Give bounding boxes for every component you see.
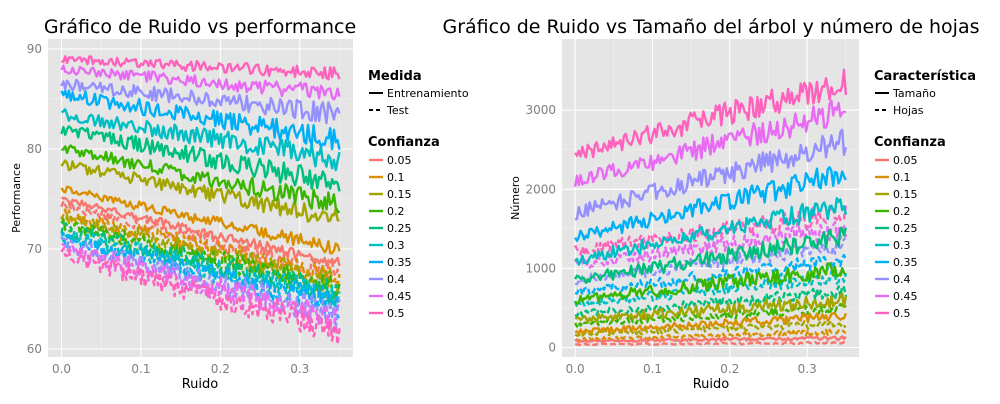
y-tick-label: 1000 bbox=[525, 261, 556, 275]
legend-label-0.4: 0.4 bbox=[387, 273, 405, 286]
legend-label: Tamaño bbox=[892, 87, 936, 100]
y-tick-label: 80 bbox=[27, 142, 42, 156]
series-lines bbox=[60, 55, 341, 346]
series-line-hojas-0.4 bbox=[574, 237, 847, 286]
y-tick-label: 60 bbox=[27, 342, 42, 356]
x-axis-label: Ruido bbox=[693, 377, 730, 392]
chart-title: Gráfico de Ruido vs Tamaño del árbol y n… bbox=[442, 16, 979, 38]
legend-label-0.4: 0.4 bbox=[893, 273, 911, 286]
legend-label: Hojas bbox=[893, 104, 924, 117]
legend-label-0.5: 0.5 bbox=[387, 307, 405, 320]
series-line-tamaño-0.05 bbox=[574, 335, 847, 344]
x-tick-label: 0.3 bbox=[798, 362, 817, 376]
legend-label-0.45: 0.45 bbox=[387, 290, 412, 303]
series-line-test-0.45 bbox=[61, 242, 340, 331]
y-tick-label: 90 bbox=[27, 42, 42, 56]
series-line-hojas-0.15 bbox=[574, 319, 847, 337]
y-tick-label: 0 bbox=[548, 341, 556, 355]
legend-label-0.25: 0.25 bbox=[893, 222, 918, 235]
legend-label-0.35: 0.35 bbox=[893, 256, 918, 269]
legend-color-items: 0.05 0.1 0.15 0.2 0.25 0.3 0.35 0.4 0.45 0.5 bbox=[369, 154, 412, 320]
chart-performance: Gráfico de Ruido vs performance 60 70 80… bbox=[10, 16, 469, 392]
series-line-hojas-0.25 bbox=[574, 284, 848, 318]
series-line-test-0.35 bbox=[60, 231, 340, 319]
y-axis-label: Número bbox=[509, 176, 522, 220]
legend-label-0.05: 0.05 bbox=[893, 154, 918, 167]
x-tick-label: 0.0 bbox=[52, 362, 71, 376]
legend-label-0.3: 0.3 bbox=[893, 239, 911, 252]
series-line-hojas-0.35 bbox=[574, 253, 848, 296]
series-line-entrenamiento-0.1 bbox=[60, 185, 341, 255]
legend-label: Test bbox=[386, 104, 409, 117]
series-line-entrenamiento-0.4 bbox=[60, 78, 341, 125]
legend-label-0.2: 0.2 bbox=[387, 205, 405, 218]
series-line-test-0.5 bbox=[60, 247, 341, 346]
y-tick-labels: 0 1000 2000 3000 bbox=[525, 103, 556, 354]
series-line-tamaño-0.4 bbox=[574, 128, 848, 221]
legend-label-0.45: 0.45 bbox=[893, 290, 918, 303]
legend-label-0.1: 0.1 bbox=[387, 171, 405, 184]
series-line-test-0.1 bbox=[60, 208, 341, 290]
legend: Característica Tamaño Hojas Confianza 0.… bbox=[874, 69, 976, 320]
legend-label-0.1: 0.1 bbox=[893, 171, 911, 184]
x-tick-labels: 0.0 0.1 0.2 0.3 bbox=[566, 362, 817, 376]
x-tick-label: 0.3 bbox=[290, 362, 309, 376]
series-line-tamaño-0.2 bbox=[574, 262, 847, 305]
series-line-tamaño-0.45 bbox=[573, 99, 847, 187]
series-line-tamaño-0.15 bbox=[574, 292, 848, 324]
legend-color-items: 0.05 0.1 0.15 0.2 0.25 0.3 0.35 0.4 0.45 0.5 bbox=[875, 154, 918, 320]
series-line-tamaño-0.5 bbox=[574, 68, 848, 159]
x-tick-label: 0.0 bbox=[566, 362, 585, 376]
legend-label-0.05: 0.05 bbox=[387, 154, 412, 167]
series-line-tamaño-0.3 bbox=[574, 197, 848, 266]
y-axis-label: Performance bbox=[10, 163, 23, 233]
y-tick-label: 3000 bbox=[525, 103, 556, 117]
legend-label-0.15: 0.15 bbox=[893, 188, 918, 201]
chart-tamano-hojas: Gráfico de Ruido vs Tamaño del árbol y n… bbox=[442, 16, 979, 392]
x-tick-label: 0.2 bbox=[720, 362, 739, 376]
y-tick-labels: 60 70 80 90 bbox=[27, 42, 42, 356]
series-line-hojas-0.05 bbox=[574, 340, 847, 347]
legend-label-0.5: 0.5 bbox=[893, 307, 911, 320]
series-line-entrenamiento-0.15 bbox=[60, 159, 340, 223]
legend-label-0.35: 0.35 bbox=[387, 256, 412, 269]
series-line-test-0.05 bbox=[60, 199, 341, 283]
series-line-entrenamiento-0.25 bbox=[60, 125, 341, 192]
x-tick-label: 0.1 bbox=[131, 362, 150, 376]
legend-label: Entrenamiento bbox=[387, 87, 469, 100]
series-line-entrenamiento-0.2 bbox=[60, 144, 341, 214]
series-line-entrenamiento-0.35 bbox=[60, 89, 341, 151]
legend-title-caracteristica: Característica bbox=[874, 69, 976, 84]
series-line-entrenamiento-0.5 bbox=[60, 55, 341, 81]
series-line-tamaño-0.35 bbox=[574, 166, 847, 242]
legend-label-0.15: 0.15 bbox=[387, 188, 412, 201]
series-line-entrenamiento-0.45 bbox=[60, 64, 341, 101]
series-line-tamaño-0.25 bbox=[574, 226, 848, 284]
legend-label-0.2: 0.2 bbox=[893, 205, 911, 218]
series-line-test-0.4 bbox=[61, 236, 341, 330]
series-line-hojas-0.1 bbox=[574, 328, 847, 342]
series-line-entrenamiento-0.05 bbox=[60, 196, 341, 267]
legend-title-confianza: Confianza bbox=[368, 135, 440, 150]
chart-title: Gráfico de Ruido vs performance bbox=[44, 16, 356, 38]
legend-label-0.25: 0.25 bbox=[387, 222, 412, 235]
x-tick-label: 0.2 bbox=[211, 362, 230, 376]
legend-label-0.3: 0.3 bbox=[387, 239, 405, 252]
x-axis-label: Ruido bbox=[182, 377, 219, 392]
y-tick-label: 70 bbox=[27, 242, 42, 256]
series-lines bbox=[573, 68, 848, 347]
series-line-tamaño-0.1 bbox=[574, 312, 848, 335]
legend: Medida Entrenamiento Test Confianza 0.05… bbox=[368, 69, 469, 320]
y-tick-label: 2000 bbox=[525, 182, 556, 196]
x-tick-labels: 0.0 0.1 0.2 0.3 bbox=[52, 362, 309, 376]
legend-title-confianza: Confianza bbox=[874, 135, 946, 150]
x-tick-label: 0.1 bbox=[643, 362, 662, 376]
legend-title-medida: Medida bbox=[368, 69, 422, 84]
series-line-entrenamiento-0.3 bbox=[60, 108, 341, 172]
